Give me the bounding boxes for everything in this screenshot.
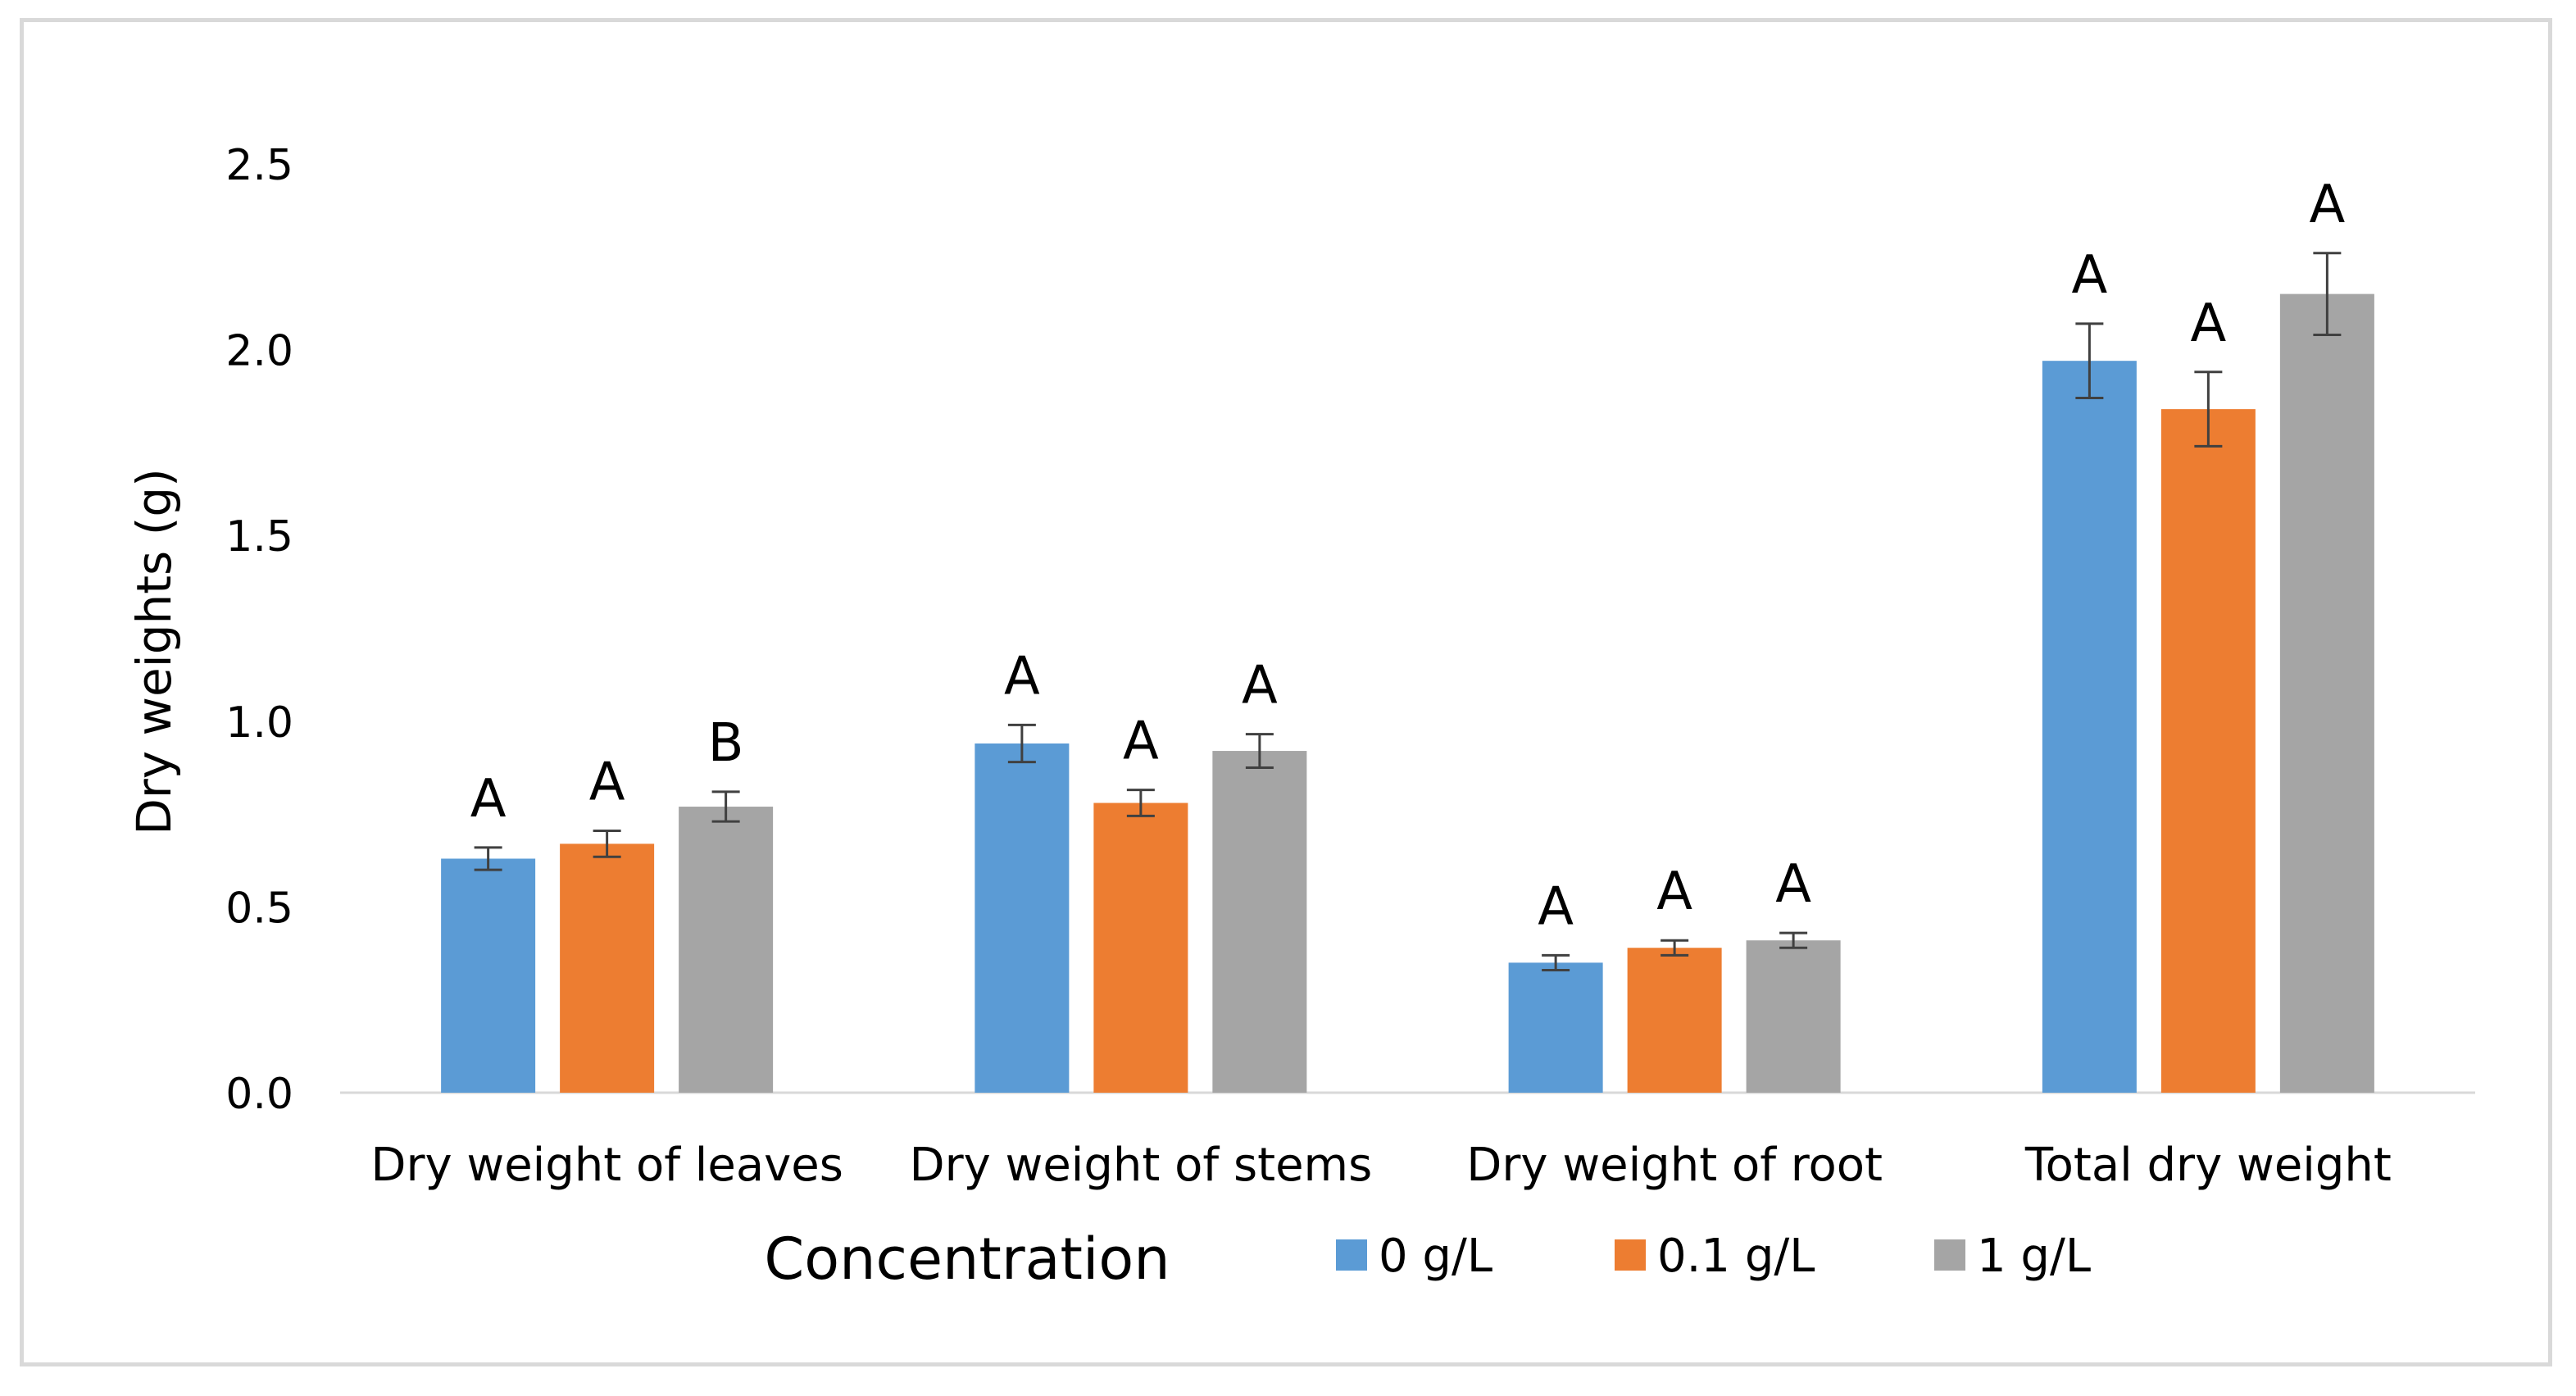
bar (2042, 361, 2137, 1093)
y-axis-title: Dry weights (g) (126, 468, 182, 835)
bar (1093, 803, 1188, 1093)
significance-letter: A (1123, 712, 1159, 772)
significance-letter: A (2071, 245, 2107, 306)
error-bar (1245, 733, 1274, 769)
significance-letter: A (1775, 854, 1811, 915)
error-bar (2194, 371, 2223, 448)
error-bar (711, 790, 740, 823)
y-tick-label: 1.5 (225, 512, 293, 562)
significance-letter: A (1242, 656, 1278, 716)
significance-letters-layer: A A B A A A A A A A A A (470, 175, 2346, 938)
legend-item: 0 g/L (1336, 1230, 1492, 1283)
error-bars-layer (474, 252, 2342, 971)
x-tick-label: Dry weight of root (1466, 1139, 1883, 1192)
error-bar (1007, 723, 1036, 764)
bar (1627, 948, 1722, 1093)
legend-swatch (1934, 1239, 1965, 1271)
legend-label: 0.1 g/L (1657, 1230, 1815, 1283)
significance-letter: A (1004, 646, 1040, 707)
y-tick-label: 0.5 (225, 884, 293, 933)
error-bar (474, 846, 502, 871)
significance-letter: A (1538, 876, 1574, 937)
y-tick-label: 1.0 (225, 698, 293, 748)
legend-item: 0.1 g/L (1615, 1230, 1815, 1283)
bar (1212, 751, 1307, 1093)
significance-letter: B (708, 713, 744, 774)
error-bar (1126, 789, 1155, 817)
error-bar (1661, 939, 1689, 957)
significance-letter: A (1656, 862, 1692, 922)
legend-item: 1 g/L (1934, 1230, 2091, 1283)
bar (975, 743, 1070, 1093)
bar (441, 858, 536, 1093)
significance-letter: A (589, 752, 625, 812)
error-bar (1779, 931, 1808, 949)
legend-swatch (1336, 1239, 1367, 1271)
significance-letter: A (470, 769, 507, 830)
legend: 0 g/L 0.1 g/L 1 g/L (1336, 1230, 2091, 1283)
bar (679, 807, 774, 1093)
y-tick-label: 0.0 (225, 1070, 293, 1119)
bar (2160, 409, 2256, 1093)
x-tick-label: Total dry weight (2024, 1139, 2392, 1192)
y-tick-label: 2.0 (225, 327, 293, 376)
error-bar (593, 829, 621, 858)
x-tick-label: Dry weight of leaves (370, 1139, 843, 1192)
error-bar (2075, 322, 2104, 400)
x-axis-title: Concentration (764, 1225, 1170, 1293)
y-tick-label: 2.5 (225, 141, 293, 190)
error-bar (1542, 953, 1570, 971)
bar (1508, 962, 1603, 1093)
x-tick-label: Dry weight of stems (909, 1139, 1372, 1192)
significance-letter: A (2309, 175, 2345, 235)
y-axis-ticks: 0.0 0.5 1.0 1.5 2.0 2.5 (225, 141, 293, 1119)
bar (2279, 293, 2374, 1093)
x-axis-category-labels: Dry weight of leaves Dry weight of stems D… (370, 1139, 2391, 1192)
bar (1746, 940, 1841, 1093)
significance-letter: A (2190, 293, 2226, 354)
bar (560, 844, 655, 1093)
legend-swatch (1615, 1239, 1646, 1271)
legend-label: 0 g/L (1379, 1230, 1492, 1283)
bars-layer (441, 293, 2374, 1093)
error-bar (2313, 252, 2342, 336)
legend-label: 1 g/L (1977, 1230, 2091, 1283)
